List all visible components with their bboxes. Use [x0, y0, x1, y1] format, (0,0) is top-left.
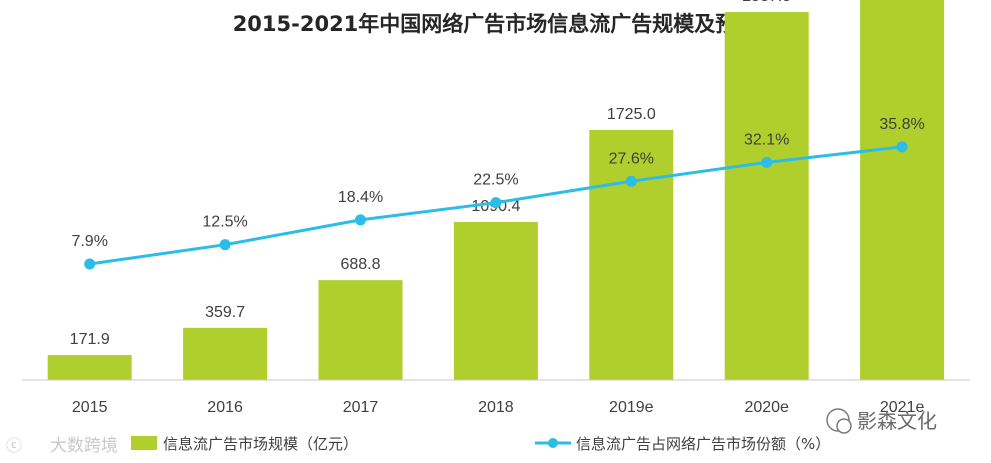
bar: [724, 12, 809, 380]
line-value-label: 18.4%: [338, 189, 383, 206]
watermark-right: 影森文化: [826, 408, 937, 434]
x-tick-label: 2019e: [609, 399, 654, 416]
bar-value-label: 1725.0: [607, 106, 656, 123]
bar: [47, 355, 132, 380]
line-point: [219, 239, 231, 251]
line-point: [490, 197, 502, 209]
legend-bar-swatch: [131, 436, 157, 450]
bar: [318, 280, 403, 380]
legend-bar-label: 信息流广告市场规模（亿元）: [163, 435, 358, 453]
chart-title: 2015-2021年中国网络广告市场信息流广告规模及预测: [233, 12, 758, 36]
bar-value-label: 171.9: [70, 331, 110, 348]
x-tick-label: 2015: [72, 399, 108, 416]
x-tick-label: 2016: [207, 399, 243, 416]
line-point: [84, 258, 96, 270]
line-value-label: 32.1%: [744, 131, 789, 148]
x-tick-label: 2018: [478, 399, 514, 416]
bar: [183, 327, 268, 380]
x-tick-label: 2017: [343, 399, 379, 416]
line-series: 7.9% 12.5% 18.4% 22.5% 27.6% 32.1% 35.8%: [71, 116, 925, 270]
line-value-label: 27.6%: [609, 150, 654, 167]
legend-line-label: 信息流广告占网络广告市场份额（%）: [576, 435, 830, 453]
wechat-icon-inner: [836, 418, 852, 434]
line-value-label: 7.9%: [71, 233, 107, 250]
wechat-icon: [826, 408, 850, 432]
bar-value-label: 2537.5: [742, 0, 791, 5]
x-tick-label: 2021e: [880, 399, 925, 416]
legend-line-marker: [548, 438, 558, 448]
bar: [860, 0, 945, 381]
line-point: [761, 156, 773, 168]
bar: [453, 221, 538, 380]
legend: 信息流广告市场规模（亿元） 信息流广告占网络广告市场份额（%）: [131, 435, 830, 453]
line-point: [896, 141, 908, 153]
watermark-left-text: 大数跨境: [50, 436, 118, 456]
watermark-left-icon: ⓒ: [6, 436, 22, 455]
watermark-left: ⓒ 大数跨境: [6, 436, 118, 456]
bar: [589, 129, 674, 380]
line-value-label: 35.8%: [879, 116, 924, 133]
line-point: [625, 175, 637, 187]
line-value-label: 12.5%: [202, 214, 247, 231]
x-tick-label: 2020e: [744, 399, 789, 416]
bar-value-label: 359.7: [205, 304, 245, 321]
watermark-right-text: 影森文化: [857, 409, 937, 433]
x-axis-ticks: 2015 2016 2017 2018 2019e 2020e 2021e: [72, 399, 925, 416]
bar-value-label: 688.8: [340, 256, 380, 273]
line-point: [355, 214, 366, 226]
line-value-label: 22.5%: [473, 172, 518, 189]
